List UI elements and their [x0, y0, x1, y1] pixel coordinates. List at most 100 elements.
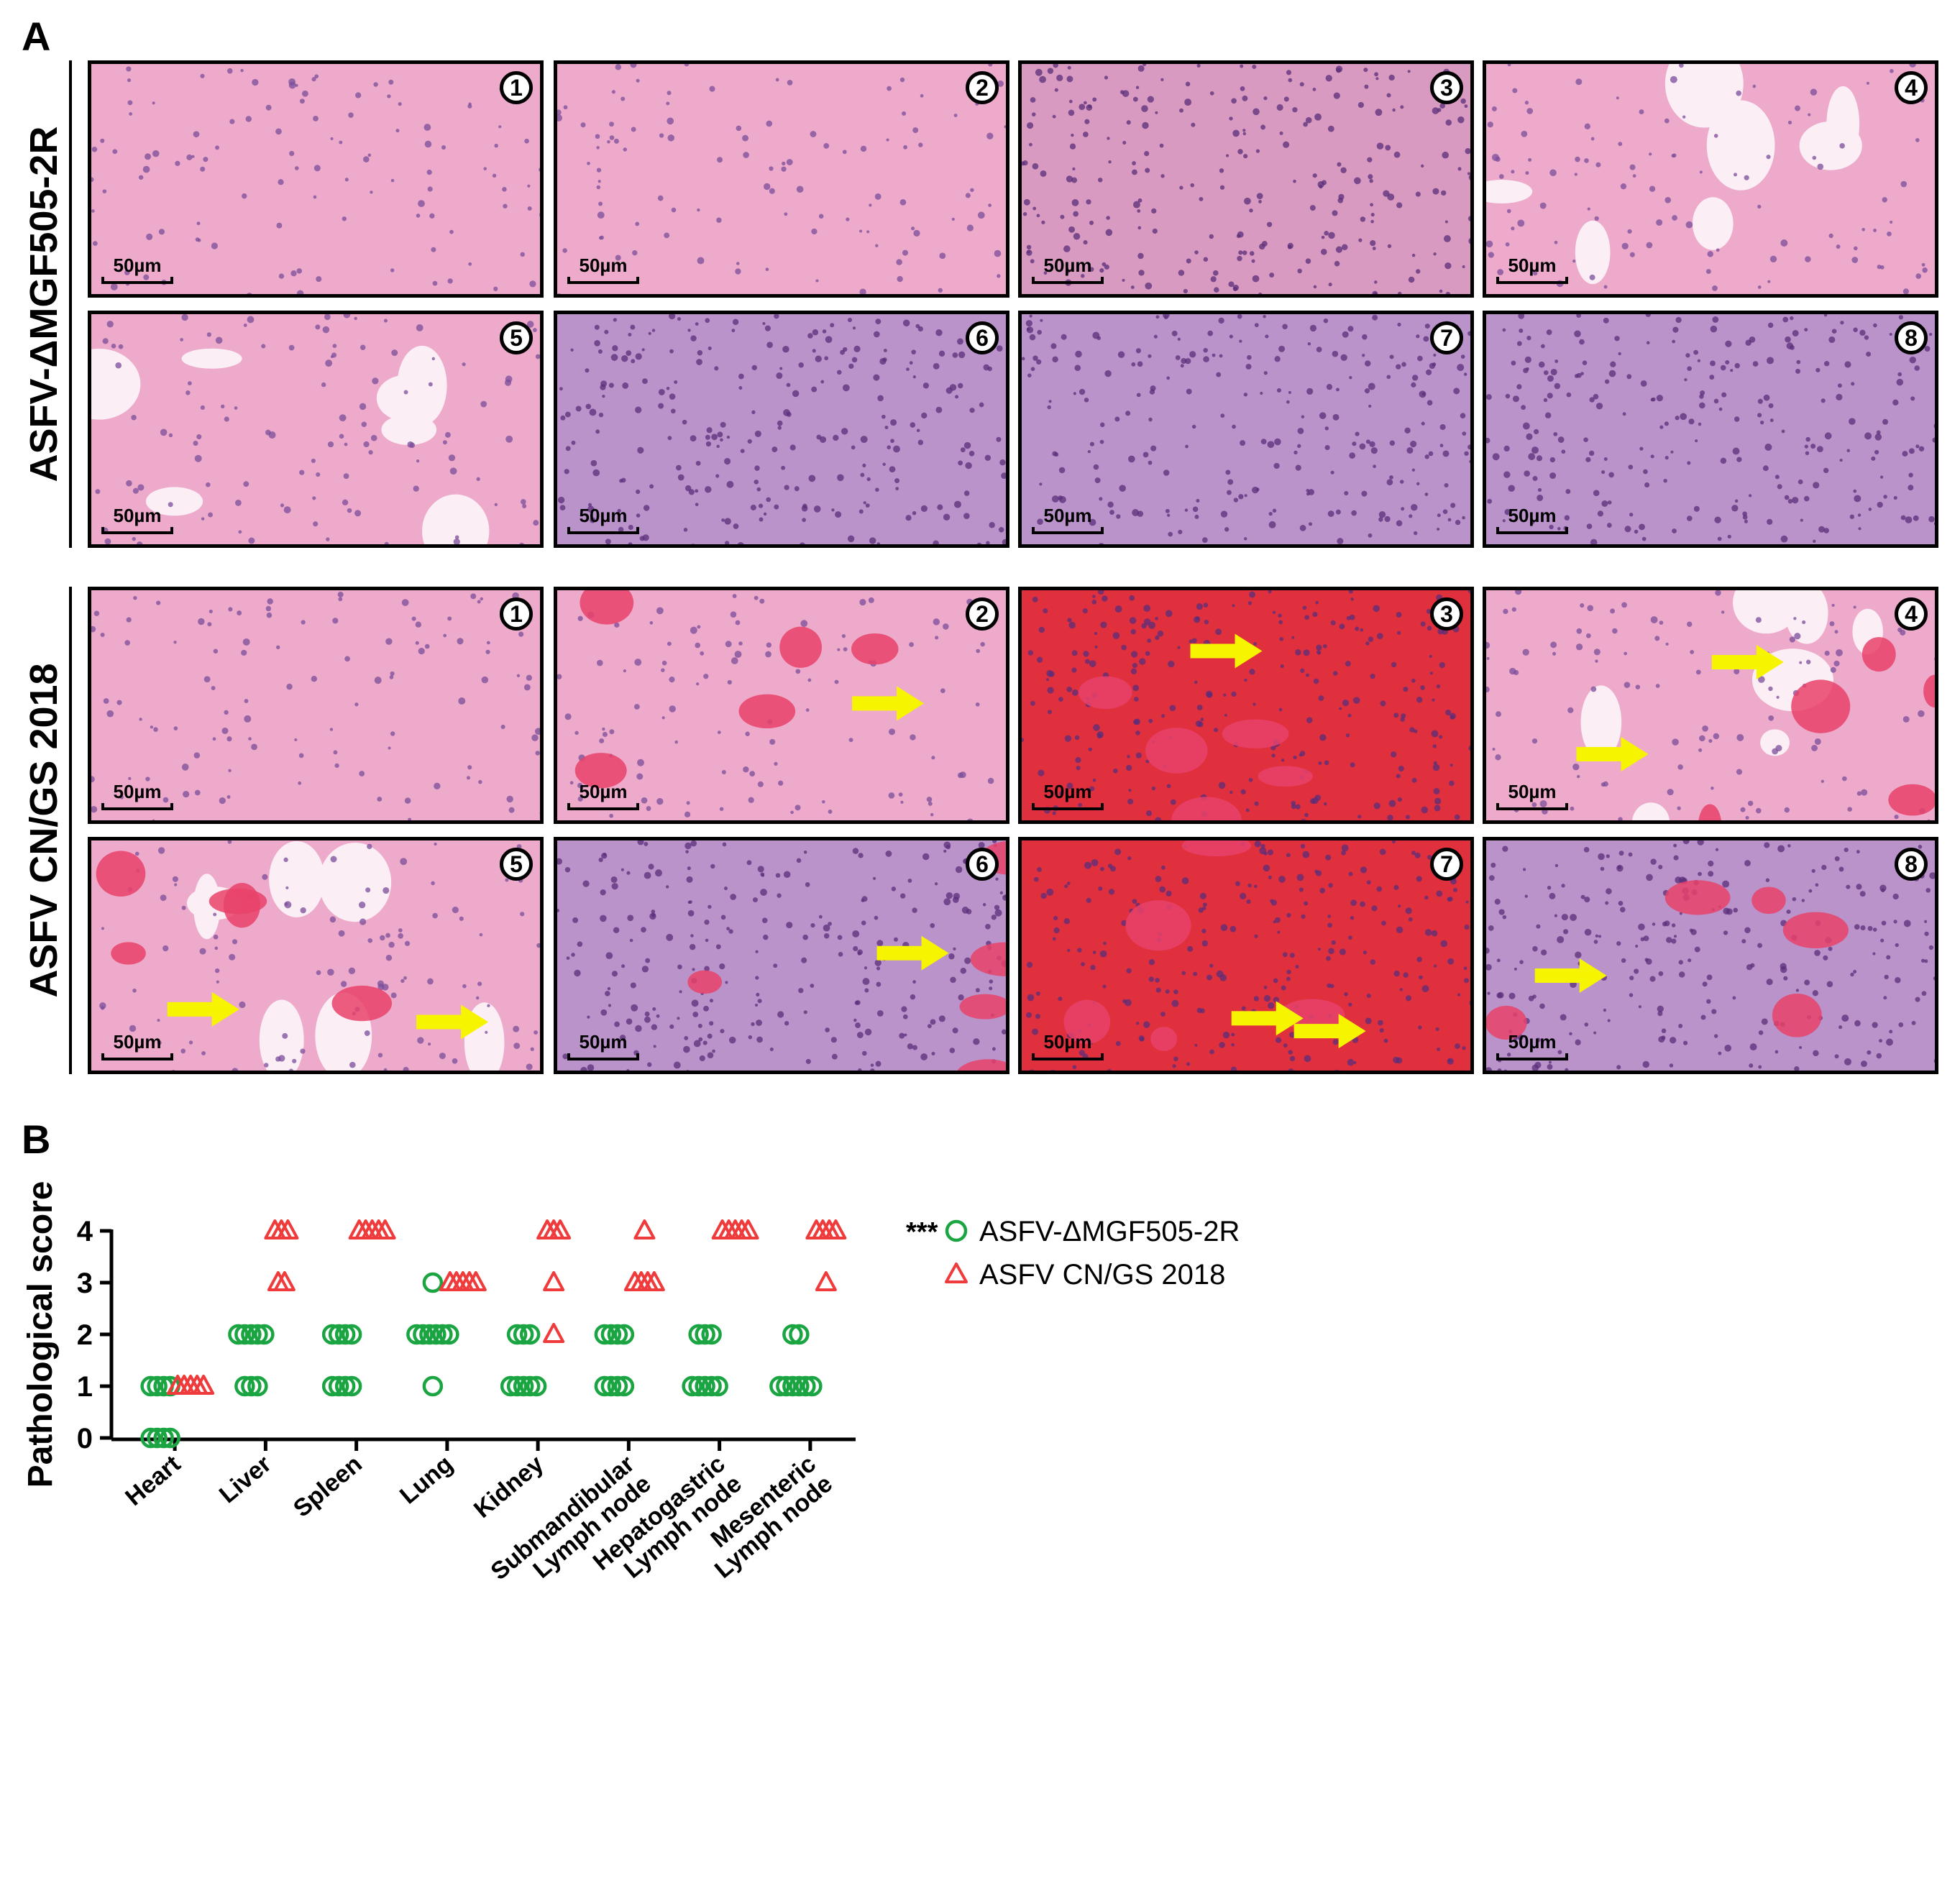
tile-number: 4 — [1895, 597, 1928, 631]
data-point — [426, 1324, 447, 1345]
data-point — [737, 1219, 759, 1239]
data-point — [140, 1427, 161, 1449]
data-point — [334, 1324, 356, 1345]
x-tick-label: Spleen — [288, 1450, 367, 1523]
data-point — [825, 1219, 847, 1239]
data-point — [500, 1375, 521, 1397]
data-point — [769, 1375, 790, 1397]
data-point — [782, 1324, 803, 1345]
micrograph-tile: 2 50µm — [554, 60, 1009, 298]
scale-bar-label: 50µm — [113, 255, 162, 276]
data-point — [160, 1427, 180, 1449]
lesion-arrow — [852, 686, 925, 721]
data-point — [594, 1324, 615, 1345]
data-point — [519, 1375, 541, 1397]
data-point — [328, 1324, 349, 1345]
data-point — [328, 1375, 349, 1397]
data-point — [688, 1375, 709, 1397]
x-tick-label: Liver — [214, 1450, 277, 1508]
scale-bar-label: 50µm — [1508, 781, 1557, 802]
micrograph-tile: 7 50µm — [1018, 837, 1474, 1074]
data-point — [543, 1323, 565, 1343]
data-point — [334, 1375, 356, 1397]
group-label: ASFV-ΔMGF505-2R — [22, 126, 65, 482]
data-point — [802, 1375, 823, 1397]
data-point — [688, 1324, 709, 1345]
data-point — [422, 1272, 444, 1293]
lesion-arrow — [1231, 1001, 1304, 1036]
data-point — [695, 1324, 715, 1345]
tissue-image — [1486, 840, 1935, 1071]
data-point — [701, 1375, 722, 1397]
data-point — [701, 1324, 722, 1345]
data-point — [273, 1271, 296, 1291]
tile-number: 3 — [1430, 597, 1463, 631]
scale-bar-label: 50µm — [1043, 255, 1092, 276]
y-tick-label: 2 — [77, 1319, 93, 1351]
lesion-arrow — [1534, 958, 1607, 994]
data-point — [439, 1324, 459, 1345]
tissue-image — [1022, 590, 1470, 820]
data-point — [682, 1375, 702, 1397]
scale-bar: 50µm — [1032, 505, 1104, 534]
tile-number: 6 — [966, 321, 999, 354]
data-point — [795, 1375, 816, 1397]
x-tick-label: Heart — [120, 1450, 186, 1511]
data-point — [526, 1375, 547, 1397]
data-point — [406, 1324, 427, 1345]
tile-number: 6 — [966, 848, 999, 881]
data-point — [464, 1271, 487, 1291]
data-point — [782, 1375, 803, 1397]
data-point — [506, 1375, 528, 1397]
micrograph-tile: 2 50µm — [554, 587, 1009, 824]
lesion-arrow — [416, 1004, 489, 1040]
tile-number: 2 — [966, 71, 999, 104]
data-point — [241, 1324, 262, 1345]
data-point — [140, 1375, 161, 1397]
scale-bar-label: 50µm — [1043, 1031, 1092, 1053]
tile-number: 4 — [1895, 71, 1928, 104]
micrograph-tile: 3 50µm — [1018, 60, 1474, 298]
micrograph-tile: 5 50µm — [88, 837, 544, 1074]
scale-bar: 50µm — [101, 255, 173, 284]
scale-bar-label: 50µm — [579, 505, 628, 526]
lesion-arrow — [1711, 645, 1784, 680]
scale-bar: 50µm — [1496, 505, 1568, 534]
data-point — [234, 1375, 255, 1397]
micrograph-tile: 8 50µm — [1483, 311, 1938, 548]
micrograph-tile: 1 50µm — [88, 60, 544, 298]
micrograph-tile: 7 50µm — [1018, 311, 1474, 548]
panel-b-label: B — [22, 1117, 51, 1162]
tissue-image — [91, 840, 540, 1071]
x-tick-label: Kidney — [469, 1450, 549, 1523]
data-point — [506, 1324, 528, 1345]
data-point — [776, 1375, 797, 1397]
data-point — [254, 1324, 275, 1345]
y-tick-label: 3 — [77, 1268, 93, 1299]
tissue-image — [1486, 314, 1935, 544]
micrograph-tile: 4 50µm — [1483, 60, 1938, 298]
data-point — [234, 1324, 255, 1345]
scale-bar: 50µm — [1496, 1031, 1568, 1060]
data-point — [422, 1375, 444, 1397]
tile-number: 1 — [500, 597, 533, 631]
scale-bar: 50µm — [1032, 1031, 1104, 1060]
tile-number: 2 — [966, 597, 999, 631]
legend-triangle-icon — [945, 1263, 968, 1283]
data-point — [607, 1375, 628, 1397]
data-point — [707, 1375, 728, 1397]
micrograph-tile: 5 50µm — [88, 311, 544, 548]
micrograph-tile: 8 50µm — [1483, 837, 1938, 1074]
tissue-image — [557, 840, 1006, 1071]
tile-number: 8 — [1895, 848, 1928, 881]
data-point — [341, 1324, 362, 1345]
tissue-image — [1022, 840, 1470, 1071]
pathology-score-chart: 0 1 2 3 4 Pathological score Heart Liver Spleen L… — [22, 1181, 1240, 1586]
scale-bar: 50µm — [101, 505, 173, 534]
scale-bar-label: 50µm — [1508, 255, 1557, 276]
scale-bar: 50µm — [101, 781, 173, 810]
legend-label: ASFV CN/GS 2018 — [979, 1259, 1225, 1291]
lesion-arrow — [1293, 1014, 1366, 1049]
tile-number: 8 — [1895, 321, 1928, 354]
data-point — [153, 1427, 174, 1449]
